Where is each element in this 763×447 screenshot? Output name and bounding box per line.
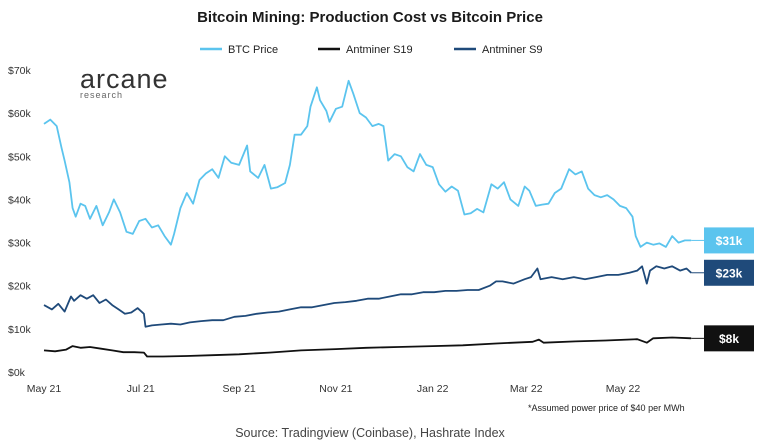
legend-label: Antminer S19 [346,44,413,56]
series-line-antminer-s19 [43,336,692,358]
logo-wordmark: arcane [80,64,169,94]
y-tick-label: $70k [8,65,32,77]
y-axis: $0k $10k $20k $30k $40k $50k $60k $70k [8,65,32,379]
logo-subtitle: research [80,90,123,100]
end-labels: $31k $23k $8k [691,227,754,352]
x-tick-label: Mar 22 [510,383,543,395]
y-tick-label: $30k [8,238,32,250]
y-tick-label: $40k [8,194,32,206]
end-label-text: $31k [716,234,743,248]
legend-label: Antminer S9 [482,44,543,56]
x-tick-label: Sep 21 [222,383,255,395]
end-label-badge [704,259,754,286]
x-tick-label: Jul 21 [127,383,155,395]
x-axis: May 21 Jul 21 Sep 21 Nov 21 Jan 22 Mar 22 May … [27,383,641,395]
source-text: Source: Tradingview (Coinbase), Hashrate… [235,426,505,440]
y-tick-label: $0k [8,367,26,379]
legend-label: BTC Price [228,44,278,56]
chart-title: Bitcoin Mining: Production Cost vs Bitco… [197,9,543,26]
end-label-text: $23k [716,266,743,280]
y-tick-label: $10k [8,324,32,336]
logo: arcane research [80,64,169,100]
y-tick-label: $50k [8,151,32,163]
x-tick-label: Jan 22 [417,383,449,395]
x-tick-label: Nov 21 [319,383,352,395]
y-tick-label: $60k [8,108,32,120]
plot-area [43,79,692,358]
end-label-badge [704,227,754,254]
x-tick-label: May 21 [27,383,62,395]
x-tick-label: May 22 [606,383,641,395]
footnote: *Assumed power price of $40 per MWh [528,403,685,413]
series-line-antminer-s9 [43,265,692,328]
end-label-badge [704,325,754,352]
end-label-text: $8k [719,332,739,346]
legend: BTC Price Antminer S19 Antminer S9 [200,44,543,56]
series-line-btc-price [43,79,692,248]
y-tick-label: $20k [8,281,32,293]
